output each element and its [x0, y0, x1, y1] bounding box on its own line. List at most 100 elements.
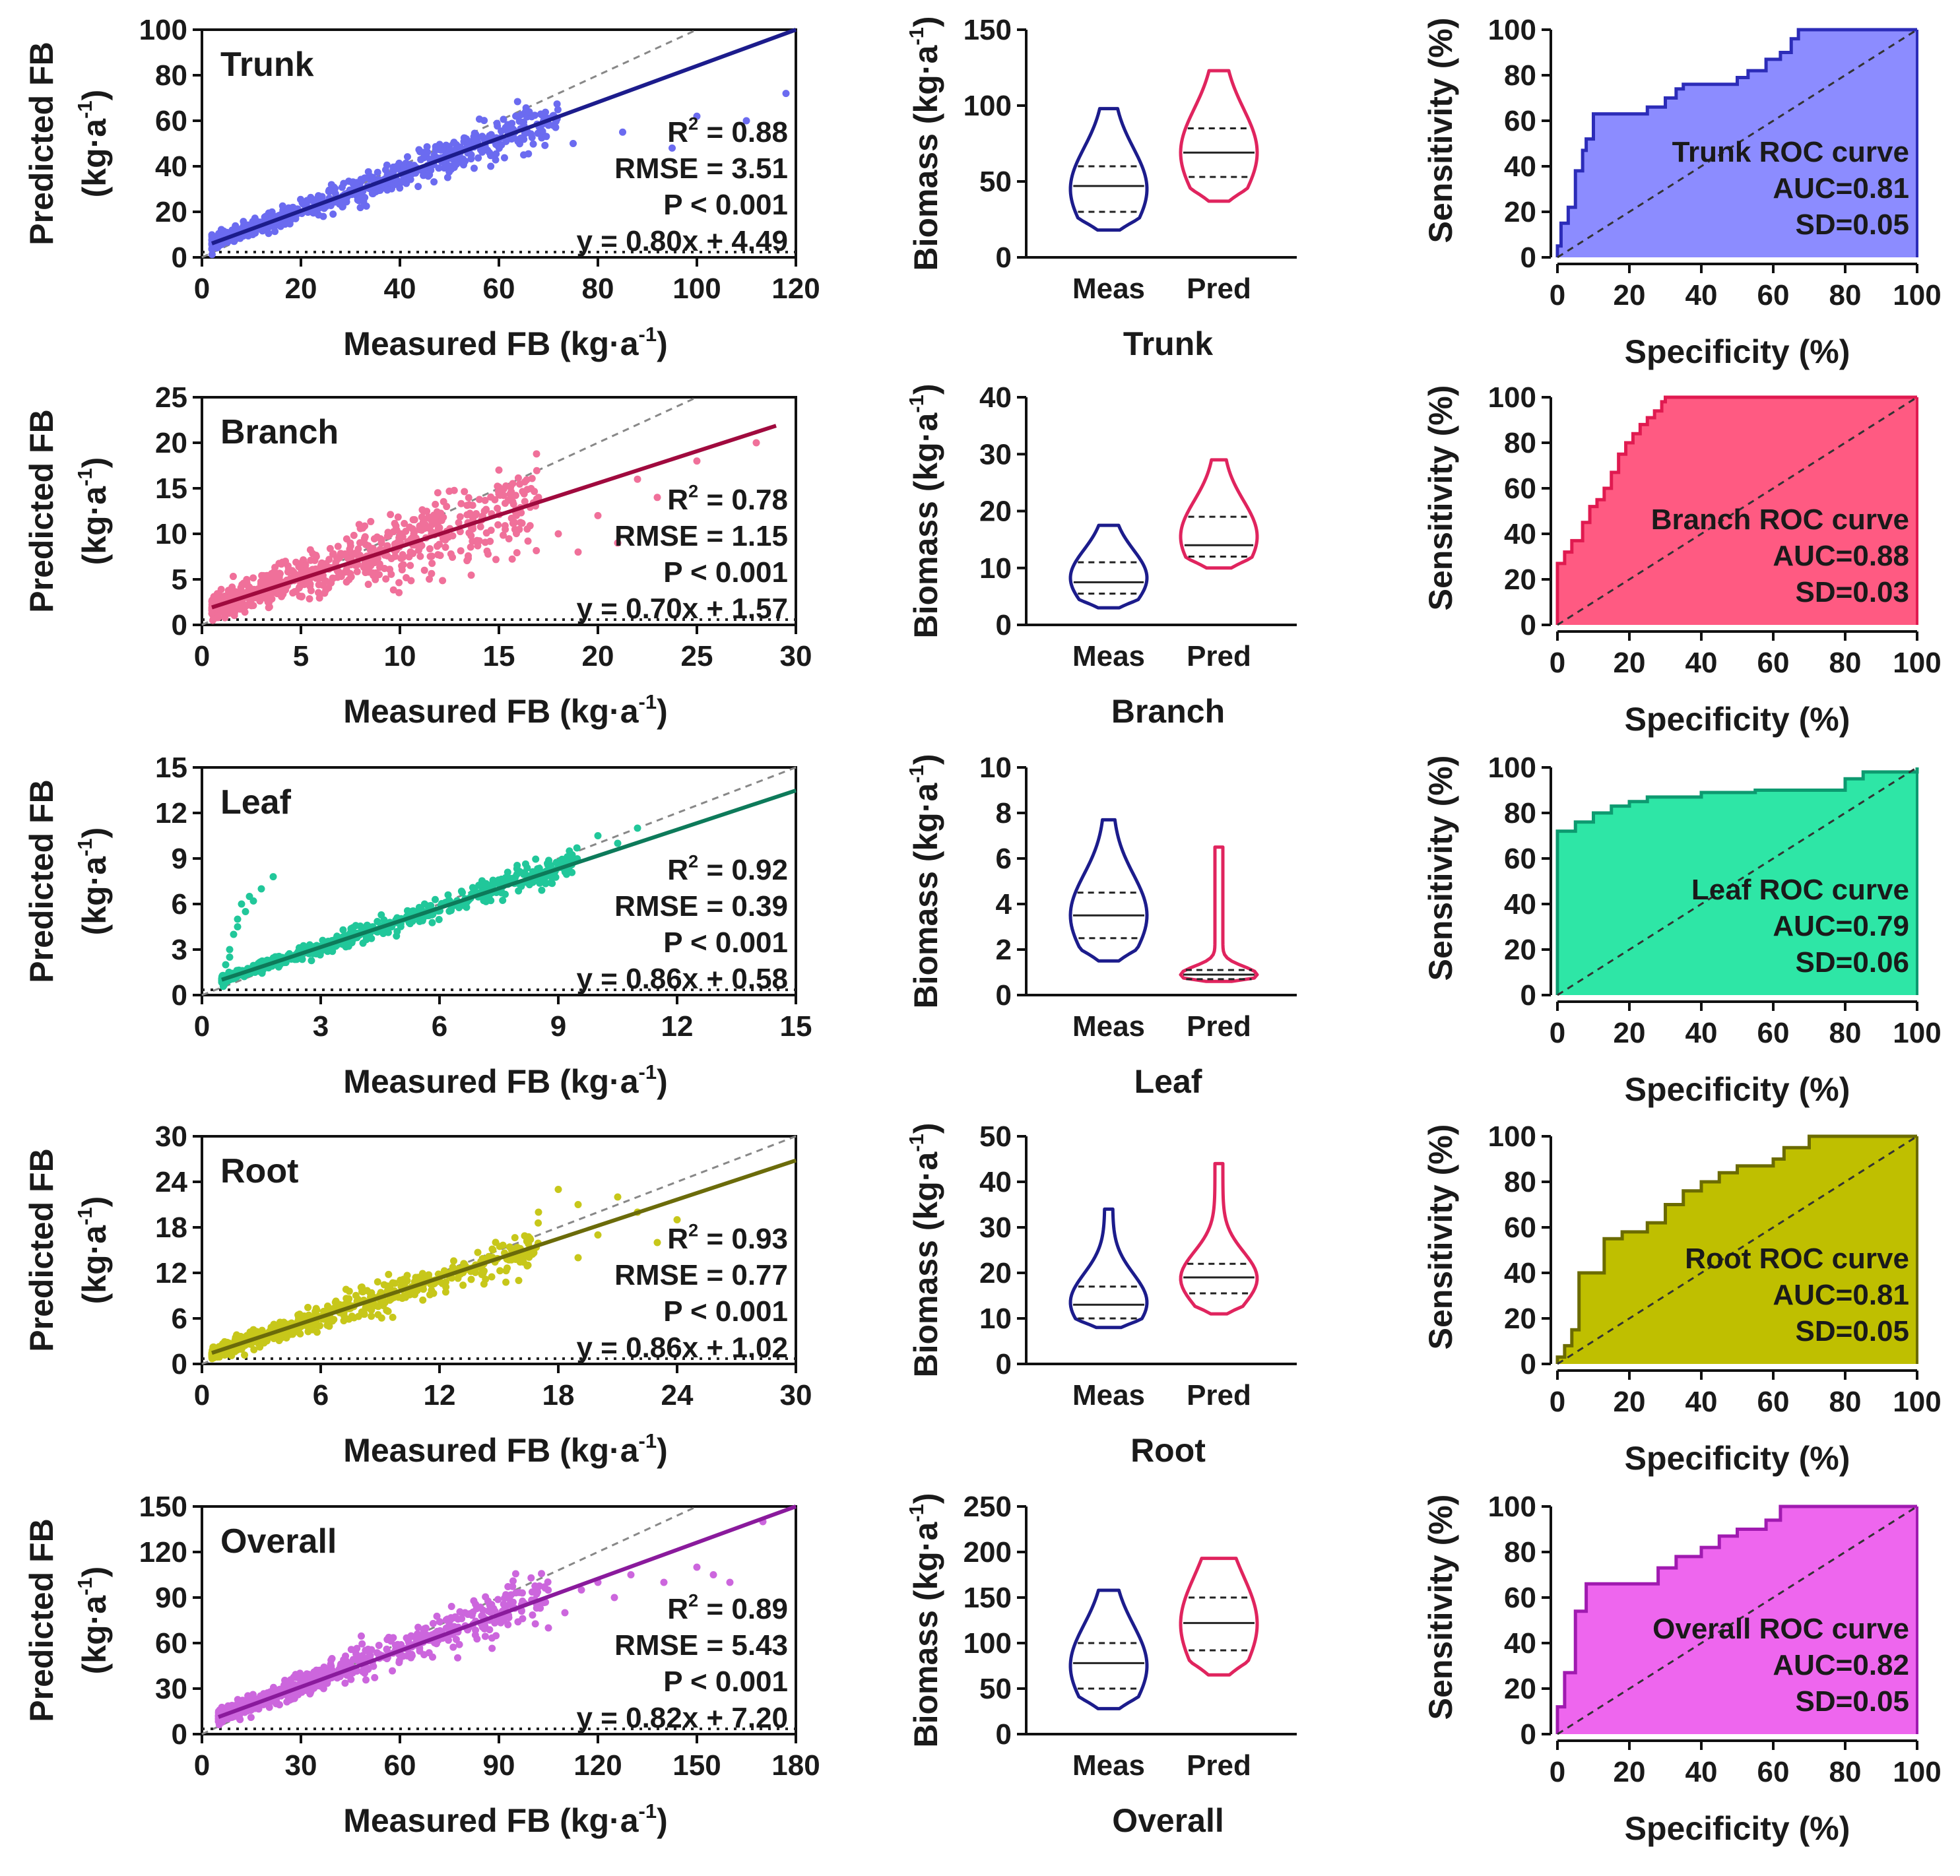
- data-point: [364, 168, 372, 176]
- rmse-label: RMSE = 0.39: [614, 890, 788, 922]
- x-axis-label: Specificity (%): [1625, 333, 1850, 370]
- y-tick-label: 20: [979, 496, 1012, 528]
- x-tick-label: Pred: [1187, 1010, 1251, 1043]
- data-point: [385, 530, 393, 538]
- data-point: [513, 549, 521, 557]
- data-point: [306, 582, 314, 590]
- data-point: [345, 1287, 353, 1295]
- data-point: [497, 876, 505, 884]
- x-tick-label: 0: [1550, 647, 1565, 679]
- y-tick-label: 30: [979, 1212, 1012, 1244]
- y-tick-label: 10: [155, 518, 187, 550]
- panel-title: Root: [220, 1152, 298, 1190]
- data-point: [369, 174, 377, 181]
- auc-label: AUC=0.82: [1773, 1649, 1909, 1681]
- y-axis-label: Predicted FB: [23, 779, 60, 983]
- data-point: [417, 156, 425, 164]
- data-point: [389, 586, 397, 594]
- data-point: [535, 494, 542, 501]
- y-tick-label: 80: [1504, 797, 1536, 829]
- data-point: [506, 1243, 513, 1251]
- data-point: [486, 537, 494, 545]
- data-point: [521, 498, 529, 505]
- y-tick-label: 20: [1504, 1303, 1536, 1335]
- roc-area: [1557, 397, 1917, 625]
- violin-chart-leaf: 0 2 4 6 8 10 Meas Pred Leaf Biomass (kg·a-1): [905, 752, 1297, 1100]
- data-point: [283, 1332, 291, 1340]
- x-axis-label: Measured FB (kg·a-1): [343, 323, 668, 362]
- data-point: [244, 222, 252, 230]
- data-point: [533, 546, 540, 554]
- area-chart-root: 0 20 40 60 80 100 0 20 40 60 80 100 Root ROC curve AU…: [1422, 1120, 1942, 1477]
- data-point: [533, 1584, 540, 1592]
- data-point: [520, 490, 528, 498]
- data-point: [508, 555, 516, 563]
- data-point: [249, 897, 257, 905]
- data-point: [363, 922, 371, 930]
- data-point: [392, 178, 400, 186]
- data-point: [221, 614, 229, 622]
- data-point: [425, 1649, 433, 1657]
- data-point: [324, 1302, 332, 1310]
- data-point: [524, 537, 532, 545]
- data-point: [368, 934, 376, 942]
- data-point: [420, 172, 428, 179]
- data-point: [507, 514, 515, 522]
- data-point: [334, 573, 342, 581]
- data-point: [269, 1683, 277, 1691]
- data-point: [360, 534, 368, 542]
- roc-curve: [1555, 395, 1917, 625]
- y-tick-label: 10: [979, 1303, 1012, 1335]
- data-point: [443, 174, 451, 181]
- y-axis-label: Sensitivity (%): [1422, 1124, 1459, 1350]
- data-point: [327, 201, 335, 209]
- x-tick-label: 20: [1614, 1756, 1646, 1788]
- data-point: [511, 1570, 519, 1578]
- data-point: [375, 1641, 383, 1649]
- y-tick-label: 80: [1504, 59, 1536, 92]
- p-label: P < 0.001: [663, 556, 788, 589]
- y-tick-label: 200: [964, 1536, 1012, 1569]
- data-point: [375, 187, 383, 195]
- data-point: [469, 884, 476, 891]
- data-point: [533, 467, 540, 474]
- data-point: [370, 535, 378, 543]
- violin-chart-branch: 0 10 20 30 40 Meas Pred Branch Biomass (kg·a-1): [905, 381, 1297, 730]
- sd-label: SD=0.05: [1796, 209, 1909, 241]
- data-point: [653, 1239, 661, 1246]
- data-point: [488, 1273, 496, 1281]
- data-point: [265, 598, 273, 606]
- y-tick-label: 9: [172, 843, 187, 875]
- y-tick-label: 100: [1488, 1120, 1536, 1153]
- data-point: [319, 936, 327, 944]
- x-tick-label: 18: [542, 1379, 575, 1411]
- x-tick-label: 80: [1829, 647, 1862, 679]
- data-point: [484, 146, 492, 154]
- x-tick-label: 0: [194, 1379, 210, 1411]
- x-tick-label: 40: [1685, 1756, 1718, 1788]
- data-point: [407, 1633, 414, 1641]
- panel-title: Trunk: [1123, 325, 1213, 362]
- data-point: [229, 1702, 237, 1710]
- roc-curve: [1555, 767, 1919, 995]
- x-tick-label: 24: [661, 1379, 694, 1411]
- data-point: [282, 558, 290, 566]
- x-axis-label: Measured FB (kg·a-1): [343, 1799, 668, 1839]
- data-point: [482, 1593, 490, 1601]
- data-point: [224, 1339, 232, 1347]
- violin-pred: [1179, 1161, 1259, 1316]
- data-point: [502, 1267, 510, 1275]
- data-point: [501, 890, 509, 898]
- sd-label: SD=0.05: [1796, 1685, 1909, 1718]
- y-tick-label: 40: [1504, 1627, 1536, 1660]
- data-point: [387, 511, 395, 519]
- data-point: [552, 873, 560, 881]
- x-tick-label: 30: [780, 1379, 812, 1411]
- area-chart-branch: 0 20 40 60 80 100 0 20 40 60 80 100 Branch ROC curve…: [1422, 381, 1942, 738]
- data-point: [334, 542, 342, 550]
- identity-line: [201, 1505, 698, 1735]
- data-point: [326, 187, 334, 195]
- data-point: [500, 1616, 507, 1624]
- y-tick-label: 0: [172, 1718, 187, 1751]
- data-point: [310, 1684, 318, 1692]
